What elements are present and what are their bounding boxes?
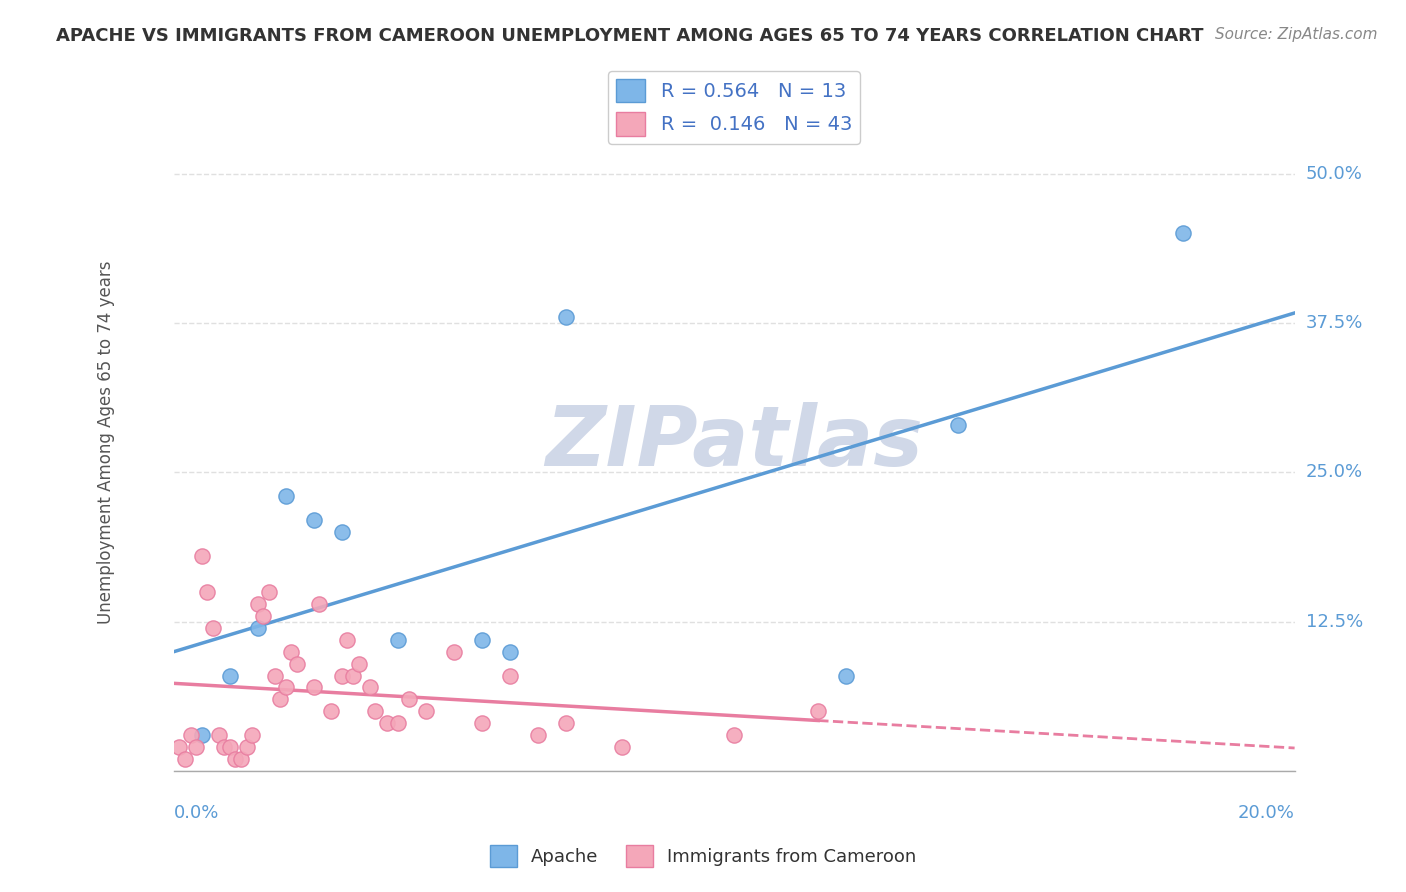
Point xyxy=(555,716,578,731)
Point xyxy=(387,632,409,647)
Point xyxy=(342,668,364,682)
Point xyxy=(246,621,269,635)
Point xyxy=(835,668,858,682)
Text: 0.0%: 0.0% xyxy=(174,804,219,822)
Text: 50.0%: 50.0% xyxy=(1306,164,1362,183)
Point xyxy=(336,632,359,647)
Point xyxy=(201,621,224,635)
Point xyxy=(190,728,212,742)
Point xyxy=(319,705,342,719)
Point xyxy=(174,752,197,766)
Point xyxy=(240,728,263,742)
Point xyxy=(224,752,246,766)
Text: 25.0%: 25.0% xyxy=(1306,463,1362,482)
Point xyxy=(364,705,387,719)
Point xyxy=(398,692,420,706)
Point xyxy=(246,597,269,611)
Text: ZIPatlas: ZIPatlas xyxy=(546,402,924,483)
Point xyxy=(610,740,633,755)
Point xyxy=(347,657,370,671)
Point xyxy=(218,668,240,682)
Point xyxy=(207,728,229,742)
Point xyxy=(499,668,522,682)
Point xyxy=(263,668,285,682)
Text: Unemployment Among Ages 65 to 74 years: Unemployment Among Ages 65 to 74 years xyxy=(97,260,115,624)
Point xyxy=(415,705,437,719)
Point xyxy=(308,597,330,611)
Legend: Apache, Immigrants from Cameroon: Apache, Immigrants from Cameroon xyxy=(482,838,924,874)
Text: Source: ZipAtlas.com: Source: ZipAtlas.com xyxy=(1215,27,1378,42)
Point xyxy=(387,716,409,731)
Text: 37.5%: 37.5% xyxy=(1306,314,1364,332)
Point xyxy=(280,645,302,659)
Point xyxy=(471,716,494,731)
Point xyxy=(212,740,235,755)
Point xyxy=(285,657,308,671)
Point xyxy=(302,681,325,695)
Legend: R = 0.564   N = 13, R =  0.146   N = 43: R = 0.564 N = 13, R = 0.146 N = 43 xyxy=(609,70,860,144)
Point xyxy=(274,489,297,503)
Point xyxy=(274,681,297,695)
Point xyxy=(723,728,745,742)
Point xyxy=(252,608,274,623)
Point xyxy=(807,705,830,719)
Text: 12.5%: 12.5% xyxy=(1306,613,1362,631)
Point xyxy=(229,752,252,766)
Point xyxy=(186,740,208,755)
Point xyxy=(235,740,257,755)
Point xyxy=(330,525,353,540)
Point xyxy=(555,310,578,324)
Point xyxy=(359,681,381,695)
Text: 20.0%: 20.0% xyxy=(1237,804,1295,822)
Point xyxy=(257,585,280,599)
Point xyxy=(443,645,465,659)
Point xyxy=(499,645,522,659)
Point xyxy=(471,632,494,647)
Text: APACHE VS IMMIGRANTS FROM CAMEROON UNEMPLOYMENT AMONG AGES 65 TO 74 YEARS CORREL: APACHE VS IMMIGRANTS FROM CAMEROON UNEMP… xyxy=(56,27,1204,45)
Point xyxy=(195,585,218,599)
Point xyxy=(375,716,398,731)
Point xyxy=(269,692,291,706)
Point xyxy=(948,417,970,432)
Point xyxy=(190,549,212,563)
Point xyxy=(169,740,191,755)
Point xyxy=(1171,227,1194,241)
Point xyxy=(302,513,325,527)
Point xyxy=(218,740,240,755)
Point xyxy=(180,728,202,742)
Point xyxy=(527,728,550,742)
Point xyxy=(330,668,353,682)
